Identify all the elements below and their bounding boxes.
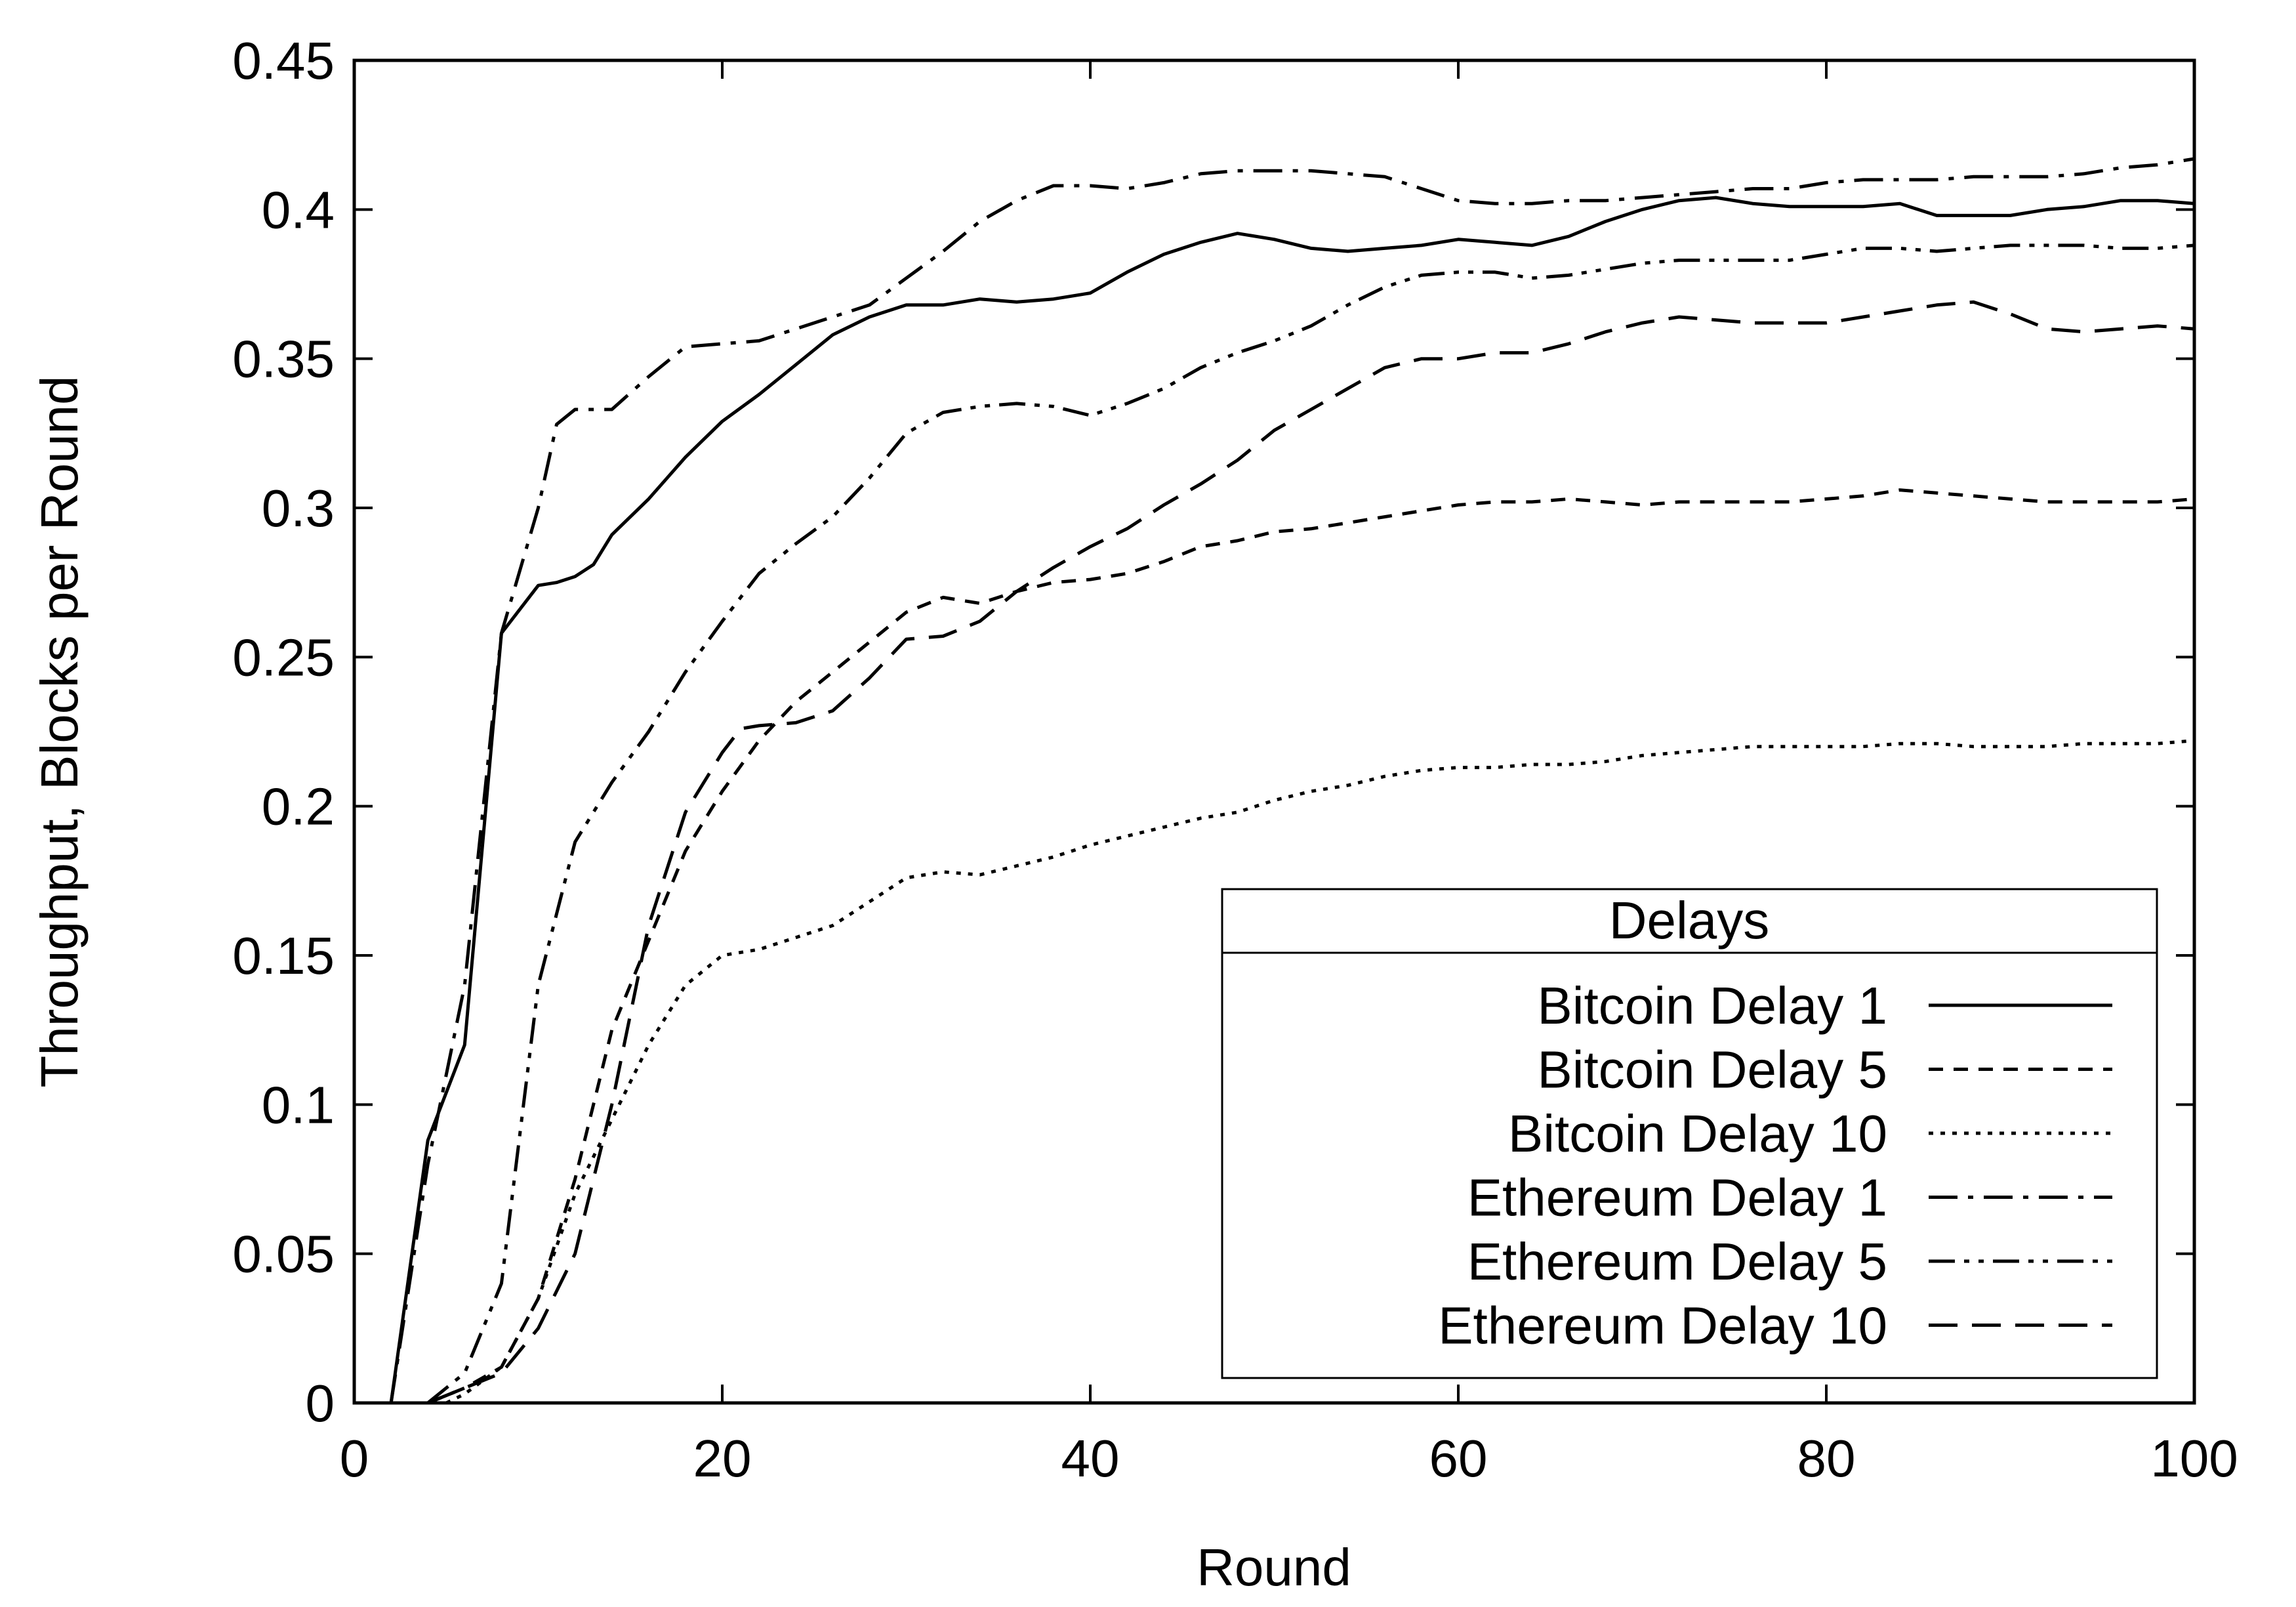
series-layer [389, 157, 2195, 1405]
series-line-ethereum-delay-1 [389, 157, 2195, 1404]
legend-label: Ethereum Delay 5 [1467, 1232, 1887, 1291]
y-tick-label: 0 [306, 1374, 335, 1432]
y-tick-label: 0.2 [262, 778, 335, 836]
legend-label: Bitcoin Delay 5 [1537, 1041, 1887, 1099]
y-axis-title: Throughput, Blocks per Round [30, 375, 89, 1087]
legend-label: Bitcoin Delay 10 [1508, 1104, 1887, 1163]
y-tick-label: 0.25 [232, 628, 335, 686]
x-tick-label: 60 [1429, 1429, 1488, 1488]
y-tick-label: 0.4 [262, 180, 335, 239]
x-tick-label: 0 [340, 1429, 369, 1488]
x-axis-title: Round [1197, 1538, 1351, 1597]
legend-label: Ethereum Delay 10 [1438, 1297, 1887, 1355]
legend-label: Ethereum Delay 1 [1467, 1169, 1887, 1227]
legend-title: Delays [1609, 891, 1770, 950]
y-tick-label: 0.15 [232, 927, 335, 985]
series-line-bitcoin-delay-10 [445, 739, 2195, 1405]
series-line-bitcoin-delay-1 [389, 196, 2195, 1404]
series-line-ethereum-delay-5 [426, 243, 2195, 1404]
y-tick-label: 0.45 [232, 31, 335, 90]
x-tick-label: 40 [1061, 1429, 1120, 1488]
y-axis: 0 0.05 0.1 0.15 0.2 0.25 0.3 0.35 0.4 0.45 [232, 31, 2194, 1432]
series-line-bitcoin-delay-5 [427, 488, 2195, 1405]
x-tick-label: 20 [693, 1429, 752, 1488]
legend: Delays Bitcoin Delay 1 Bitcoin Delay 5Bit… [1221, 888, 2158, 1379]
y-tick-label: 0.05 [232, 1225, 335, 1284]
x-axis: 0 20 40 60 80 100 [340, 60, 2238, 1488]
series-line-ethereum-delay-10 [427, 300, 2195, 1405]
legend-label: Bitcoin Delay 1 [1537, 976, 1887, 1035]
plot-frame [352, 58, 2196, 1405]
x-tick-label: 100 [2150, 1429, 2238, 1488]
y-tick-label: 0.35 [232, 330, 335, 388]
y-tick-label: 0.3 [262, 479, 335, 537]
x-tick-label: 80 [1797, 1429, 1856, 1488]
y-tick-label: 0.1 [262, 1075, 335, 1134]
